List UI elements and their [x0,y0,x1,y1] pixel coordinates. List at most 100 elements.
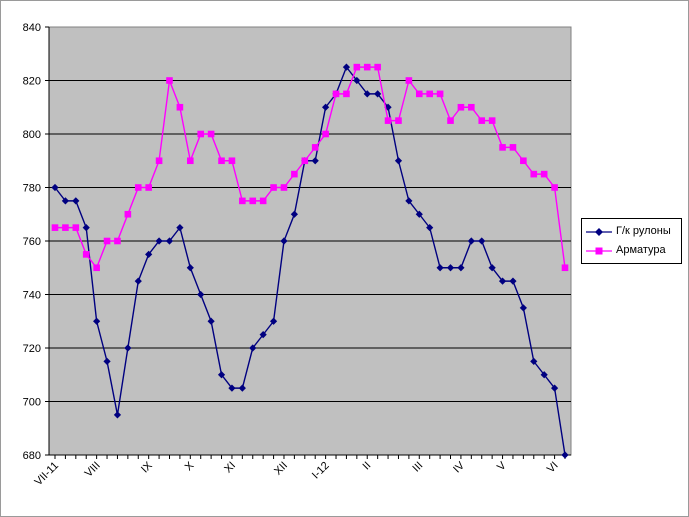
y-tick-label: 780 [23,183,41,195]
data-point [343,90,350,98]
data-point [165,237,174,245]
data-point [145,184,152,191]
x-tick-label: VI [545,460,561,476]
data-point [436,264,444,272]
x-tick-label: X [183,459,197,473]
data-point [72,224,80,231]
data-point [134,277,142,285]
data-point [509,277,517,285]
data-point [540,170,548,178]
data-point [291,170,298,178]
data-point [426,90,433,98]
data-point [103,237,111,245]
series-2 [51,63,569,272]
data-point [499,144,506,151]
data-point [446,264,455,272]
y-tick-label: 740 [23,290,41,302]
data-point [134,184,142,191]
data-point [103,357,111,365]
data-point [457,103,465,111]
data-point [93,264,100,272]
data-point [342,63,351,71]
legend-label-series-1: Г/к рулоны [616,225,671,237]
data-point [322,130,329,138]
data-point [72,197,80,205]
data-point [82,251,90,258]
data-point [228,157,236,165]
data-point [113,411,122,419]
x-tick-label: VII-11 [32,460,61,489]
y-axis: 680 700 720 740 760 780 800 820 840 [23,22,50,462]
data-point [51,224,59,231]
data-point [468,103,475,111]
data-point [218,157,225,165]
data-point [186,264,194,272]
data-point [311,157,319,165]
data-point [415,210,423,218]
data-point [259,197,267,205]
data-point [197,290,205,299]
data-point [374,63,381,71]
data-point [332,90,340,98]
data-point [561,451,569,459]
data-point [353,63,361,71]
data-point [269,317,278,325]
y-tick-label: 820 [23,76,41,88]
data-point [467,237,475,245]
data-point [228,384,236,392]
y-tick-label: 800 [23,129,41,141]
x-tick-label: V [495,459,509,473]
legend: Г/к рулоны Арматура [581,218,682,264]
data-point [551,184,558,191]
data-point [155,237,163,245]
data-point [478,237,486,245]
data-point [187,157,194,165]
legend-marker-diamond-icon [586,228,612,236]
data-point [436,90,444,98]
data-point [353,76,361,85]
data-point [394,157,403,165]
data-point [519,304,527,312]
x-tick-label: IV [451,459,467,475]
data-point [280,237,288,245]
data-point [415,90,423,98]
data-point [62,224,69,231]
data-point [488,264,496,272]
data-point [145,250,153,258]
data-point [363,63,371,71]
data-point [405,197,413,205]
data-point [290,210,298,218]
data-point [363,90,371,98]
y-tick-label: 700 [23,397,41,409]
data-point [249,197,257,205]
legend-marker-square-icon [586,247,612,255]
data-point [176,224,184,232]
y-tick-label: 840 [23,22,41,34]
x-tick-label: I-12 [310,460,332,482]
data-point [395,117,402,124]
data-point [176,103,184,111]
data-point [311,144,319,151]
data-point [498,277,507,285]
x-tick-label: III [410,460,425,475]
data-point [520,157,527,165]
data-point [426,224,434,232]
data-point [238,384,246,392]
data-point [93,317,101,325]
data-point [124,344,132,352]
data-point [61,197,70,205]
data-point [280,184,288,191]
legend-item-series-1: Г/к рулоны [586,224,681,240]
y-tick-label: 760 [23,236,41,248]
data-point [530,357,538,365]
x-tick-label: VIII [83,460,103,480]
data-point [82,224,90,232]
data-point [155,157,163,165]
data-point [249,344,257,352]
x-tick-label: II [361,460,374,473]
data-point [384,117,392,124]
data-point [124,210,132,218]
data-point [561,264,569,272]
